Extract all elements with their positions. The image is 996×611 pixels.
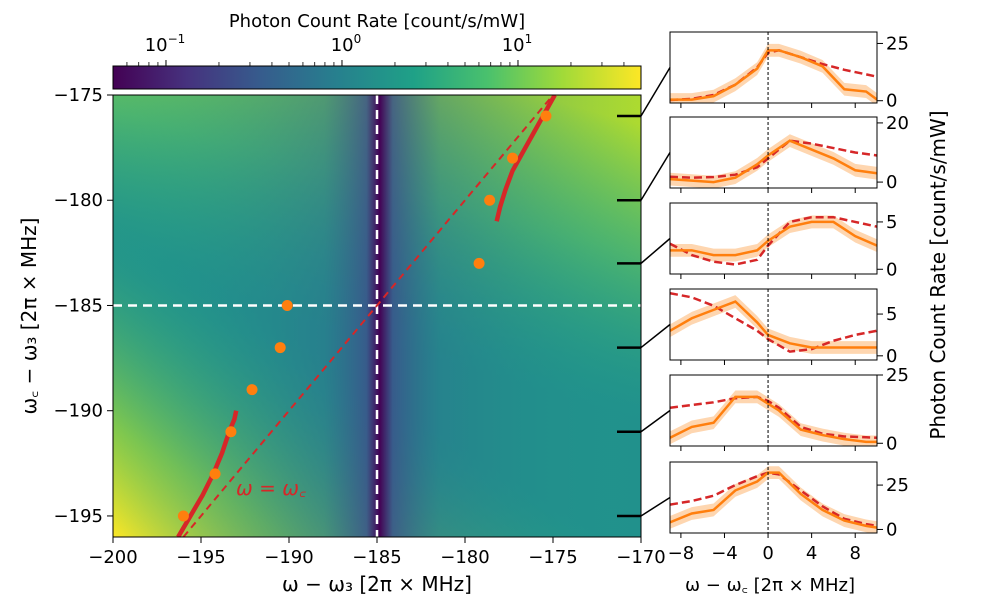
measured-point <box>225 426 237 438</box>
measured-point <box>540 110 552 122</box>
connector-line <box>640 496 671 517</box>
connector-line <box>640 67 671 117</box>
colorbar: Photon Count Rate [count/s/mW] 10−1 100 … <box>112 11 642 90</box>
panel-y-tick-label: 5 <box>886 212 897 233</box>
data-curve <box>670 395 877 444</box>
measured-point <box>507 152 519 164</box>
side-panel: 25 0 <box>669 31 909 112</box>
heatmap-x-ticks: −200 −195 −190 −185 −180 −175 −170 <box>88 537 666 568</box>
x-tick-label: −170 <box>616 547 665 568</box>
x-tick-label: −190 <box>264 547 313 568</box>
panel-y-tick-label: 25 <box>886 365 909 386</box>
y-tick-label: −190 <box>54 401 103 422</box>
x-tick-label: −185 <box>352 547 401 568</box>
panel-content <box>670 203 877 274</box>
colorbar-tick-label: 101 <box>502 32 533 56</box>
panel-y-tick-label: 5 <box>886 304 897 325</box>
measured-point <box>274 342 286 354</box>
data-curve <box>670 139 877 184</box>
connector-line <box>640 237 671 264</box>
x-tick-label: −200 <box>88 547 137 568</box>
measured-point <box>484 194 496 206</box>
x-tick-label: −175 <box>528 547 577 568</box>
panel-content <box>670 375 877 446</box>
panel-content <box>670 462 877 533</box>
y-tick-label: −175 <box>54 85 103 106</box>
panel-x-tick-label: 0 <box>762 543 773 564</box>
panel-y-tick-label: 25 <box>886 33 909 54</box>
panel-y-tick-label: 0 <box>886 259 897 280</box>
colorbar-tick-label: 10−1 <box>145 32 186 56</box>
data-band <box>670 134 877 188</box>
data-band <box>670 295 877 354</box>
panel-connectors <box>617 67 671 518</box>
measured-point <box>473 257 485 269</box>
heatmap-overlay <box>113 95 641 537</box>
panel-y-tick-label: 0 <box>886 346 897 367</box>
panel-y-tick-label: 0 <box>886 519 897 540</box>
data-curve <box>670 49 877 101</box>
colorbar-title: Photon Count Rate [count/s/mW] <box>229 11 525 32</box>
panel-content <box>670 32 877 103</box>
side-panel: 25 0 −8 −4 0 4 8 <box>668 461 909 564</box>
colorbar-ticks <box>126 60 625 66</box>
side-panel: 20 0 <box>669 113 909 193</box>
panel-content <box>670 117 877 188</box>
side-panel: 25 0 <box>669 365 909 454</box>
panel-y-tick-label: 20 <box>886 113 909 134</box>
heatmap-y-axis-title: ω꜀ − ω₃ [2π × MHz] <box>17 218 41 415</box>
heatmap-y-ticks: −175 −180 −185 −190 −195 <box>54 85 113 527</box>
connector-line <box>640 152 671 201</box>
data-band <box>670 390 877 446</box>
colorbar-tick-label: 100 <box>331 32 362 56</box>
panel-x-tick-label: −4 <box>711 543 738 564</box>
measured-point <box>177 510 189 522</box>
colorbar-tick-labels: 10−1 100 101 <box>145 32 533 56</box>
panel-y-tick-label: 25 <box>886 475 909 496</box>
side-x-axis-title: ω − ω꜀ [2π × MHz] <box>685 575 855 596</box>
x-tick-label: −195 <box>176 547 225 568</box>
data-band <box>670 466 877 533</box>
measured-point <box>281 299 293 311</box>
x-tick-label: −180 <box>440 547 489 568</box>
panel-content <box>670 289 877 360</box>
y-tick-label: −180 <box>54 190 103 211</box>
panel-y-tick-label: 0 <box>886 172 897 193</box>
heatmap-plot: −200 −195 −190 −185 −180 −175 −170 −175 −180 −18… <box>17 85 666 596</box>
theory-curve <box>670 395 877 440</box>
panel-y-tick-label: 0 <box>886 433 897 454</box>
panel-y-tick-label: 0 <box>886 91 897 112</box>
measured-point <box>246 384 258 396</box>
panel-x-tick-label: −8 <box>668 543 695 564</box>
connector-line <box>640 409 671 433</box>
side-panel: 50 <box>669 288 897 367</box>
panel-x-tick-label: 8 <box>849 543 860 564</box>
y-tick-label: −185 <box>54 295 103 316</box>
data-curve <box>670 471 877 529</box>
diagonal-line <box>182 95 554 537</box>
theory-branch-lower <box>176 410 239 537</box>
measured-point <box>209 468 221 480</box>
heatmap-image <box>113 95 641 537</box>
connector-line <box>640 323 671 349</box>
heatmap-x-axis-title: ω − ω₃ [2π × MHz] <box>282 572 472 596</box>
colorbar-gradient <box>112 65 642 90</box>
data-band <box>670 43 877 103</box>
y-tick-label: −195 <box>54 506 103 527</box>
diagonal-annotation: ω = ω꜀ <box>236 476 306 500</box>
side-y-axis-title: Photon Count Rate [count/s/mW] <box>926 110 950 439</box>
panel-x-tick-label: 4 <box>806 543 817 564</box>
side-panel: 50 <box>669 202 897 280</box>
